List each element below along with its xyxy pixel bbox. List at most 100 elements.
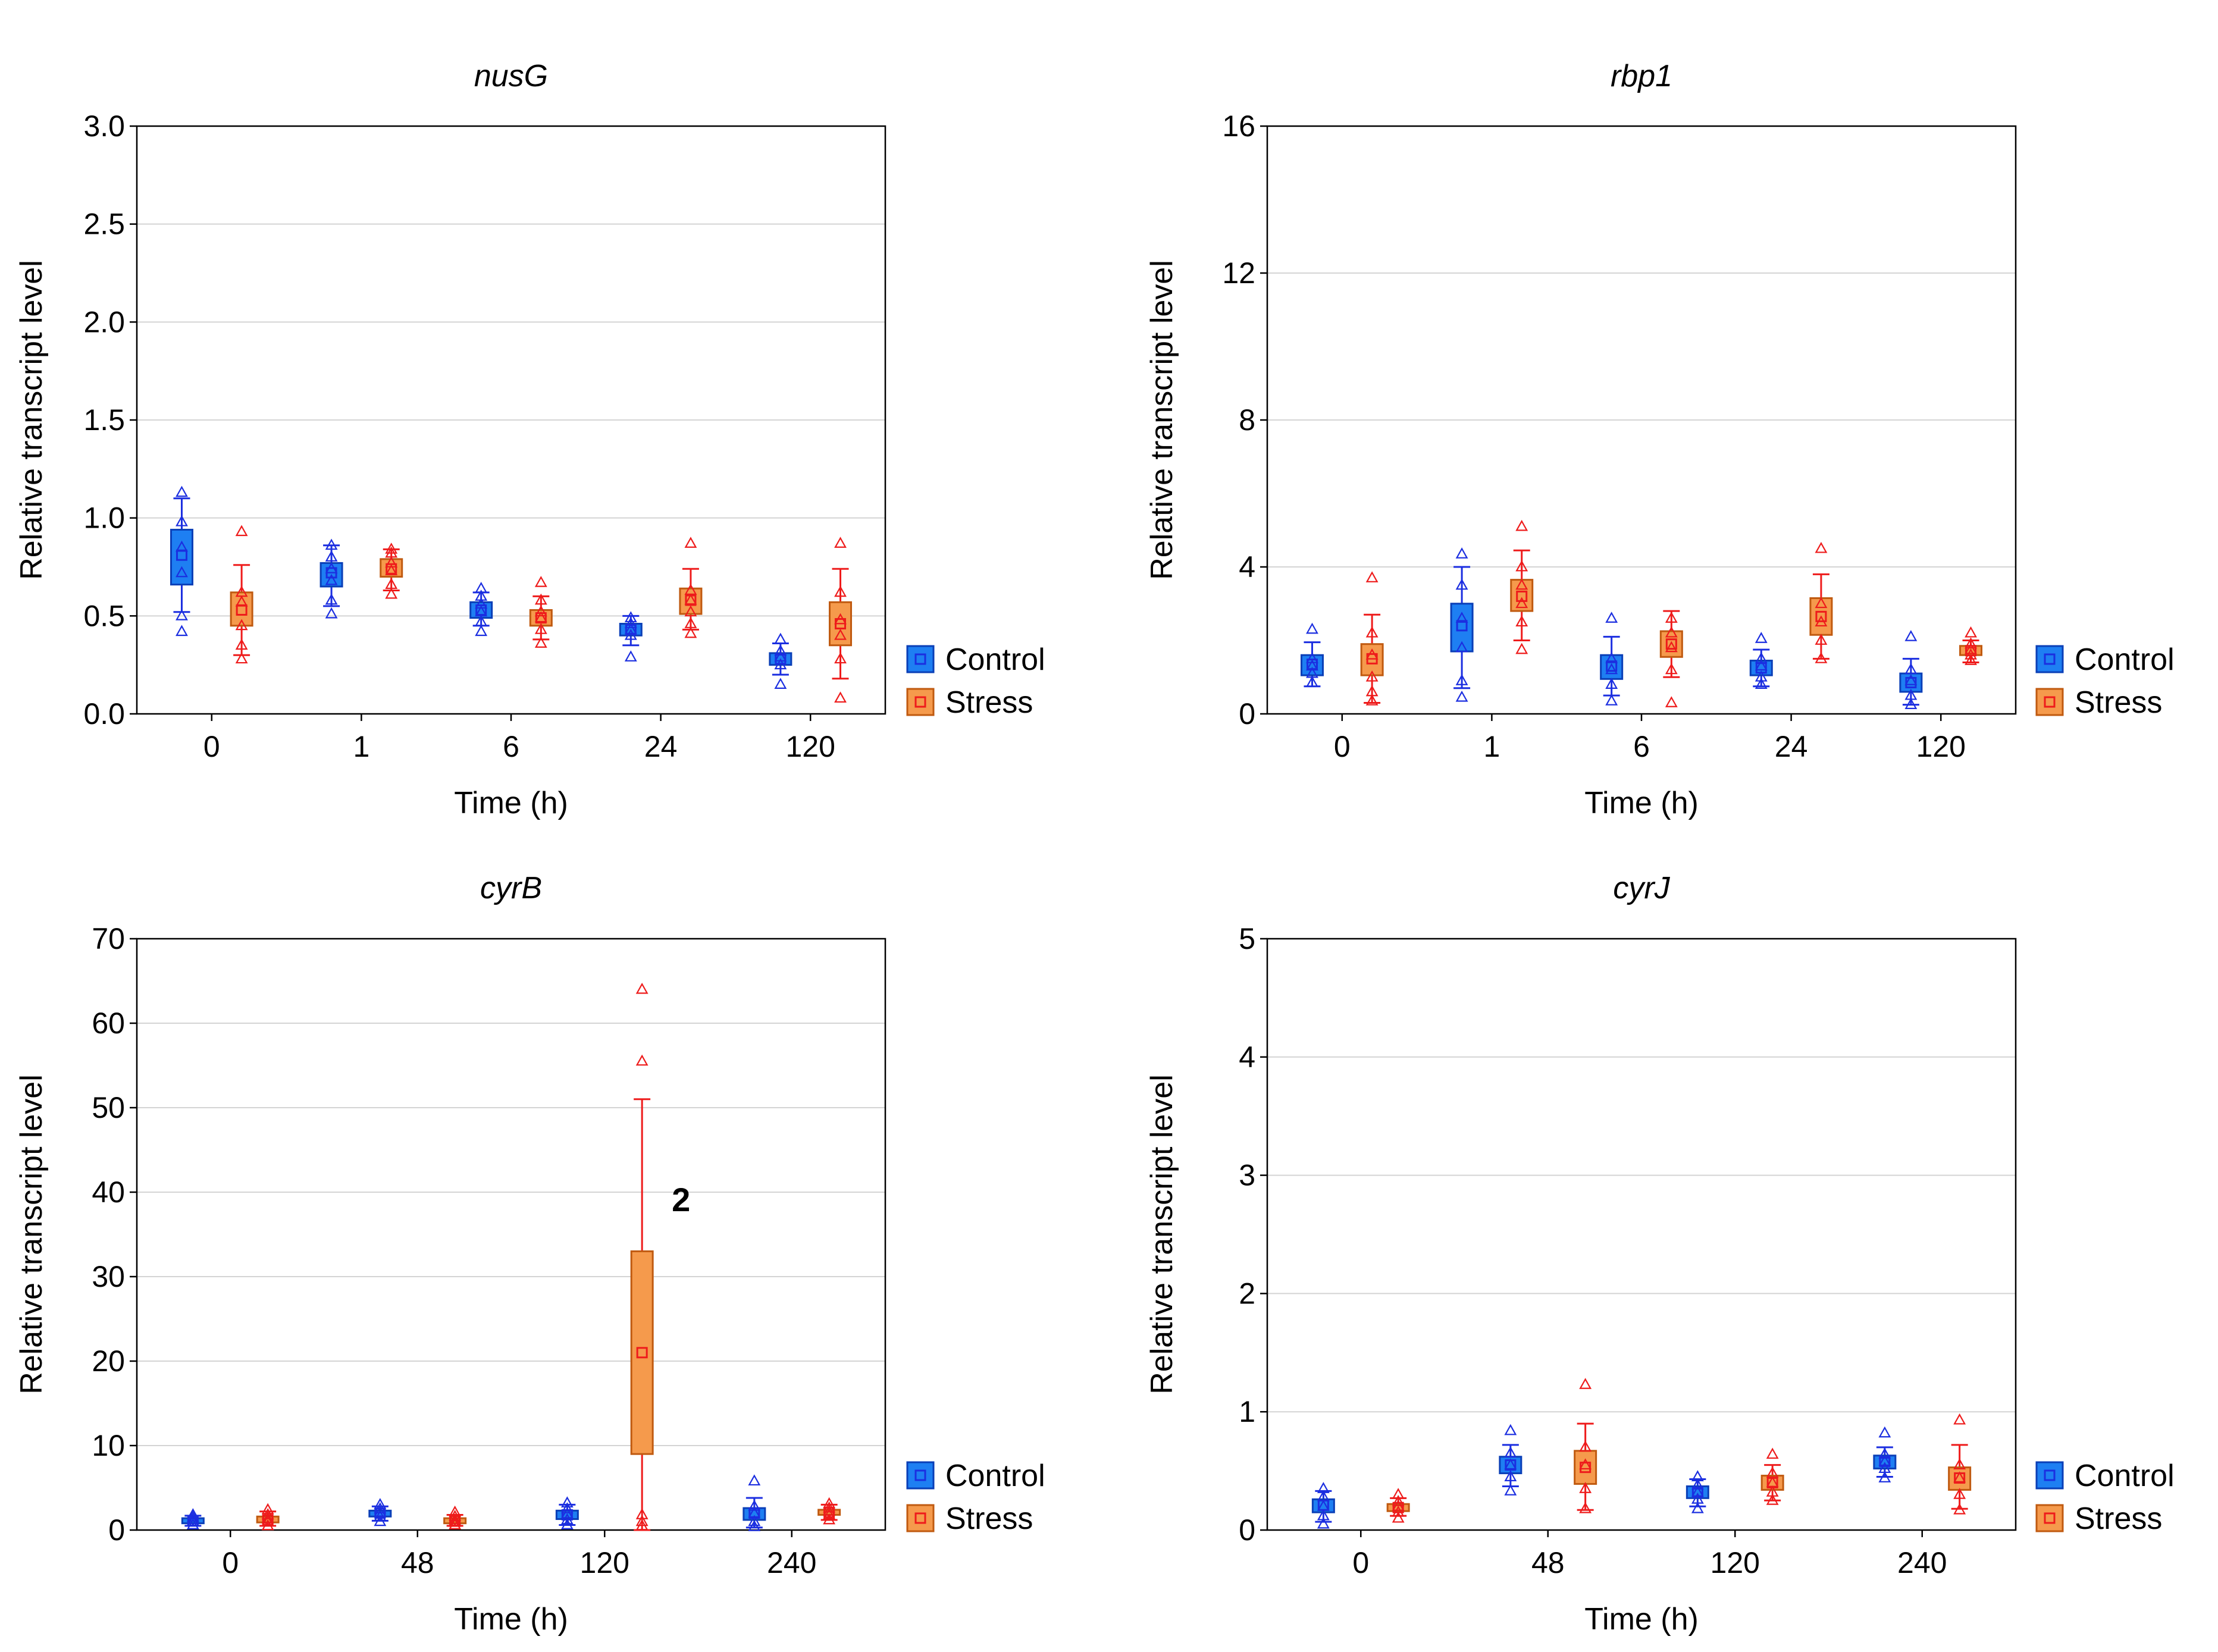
control-data-point	[475, 597, 488, 609]
stress-data-point	[534, 605, 547, 617]
y-tick-label: 2.0	[83, 305, 125, 338]
control-data-point	[1455, 578, 1468, 590]
stress-mean-marker	[1766, 1477, 1778, 1488]
control-box	[1450, 603, 1474, 653]
legend-label-stress: Stress	[945, 685, 1033, 720]
stress-data-point	[1515, 519, 1528, 531]
x-axis-label: Time (h)	[454, 786, 568, 820]
stress-data-point	[534, 611, 547, 623]
control-box-group	[1499, 1424, 1522, 1496]
stress-data-point	[1766, 1476, 1779, 1487]
control-mean-marker	[1317, 1499, 1329, 1511]
stress-data-point	[1965, 626, 1977, 638]
control-data-point	[1317, 1517, 1330, 1529]
legend-swatch-marker-control	[914, 653, 926, 665]
x-tick-label: 120	[785, 730, 835, 763]
stress-box-group	[443, 1505, 467, 1529]
control-data-point	[325, 593, 338, 605]
control-data-point	[774, 632, 787, 644]
control-mean-marker	[1606, 660, 1618, 672]
control-data-point	[1504, 1458, 1517, 1470]
stress-data-point	[1665, 626, 1678, 638]
legend: Control Stress	[906, 1459, 1045, 1536]
control-mean-marker	[187, 1515, 199, 1526]
stress-box	[679, 587, 703, 615]
stress-data-point	[834, 652, 847, 664]
stress-mean-marker	[636, 1347, 648, 1359]
legend-swatch-control	[906, 1461, 935, 1490]
legend-swatch-marker-control	[2044, 1469, 2056, 1481]
control-box-group	[1686, 1470, 1709, 1513]
control-data-point	[475, 590, 488, 601]
control-data-point	[186, 1508, 199, 1519]
stress-data-point	[1766, 1466, 1779, 1478]
control-data-point	[1306, 666, 1318, 678]
chart-cyrJ: 0 1 2 3 4 5 0 48 120 240 cyrJ Time (h) Relative tran…	[1145, 871, 2175, 1637]
control-box-group	[319, 538, 343, 619]
chart-title: rbp1	[1611, 59, 1672, 93]
control-data-point	[176, 485, 188, 497]
stress-data-point	[1579, 1458, 1592, 1470]
control-data-point	[774, 650, 787, 662]
stress-mean-marker	[1580, 1462, 1592, 1474]
stress-data-point	[534, 593, 547, 605]
control-data-point	[1306, 622, 1318, 634]
control-data-point	[624, 623, 637, 634]
stress-data-point	[1365, 685, 1379, 697]
y-tick-label: 40	[92, 1175, 125, 1209]
control-box	[1600, 654, 1624, 680]
x-axis-label: Time (h)	[454, 1602, 568, 1637]
control-data-point	[1904, 663, 1918, 675]
stress-data-point	[1365, 571, 1379, 582]
stress-data-point	[1815, 597, 1828, 609]
stress-data-point	[834, 691, 847, 703]
stress-mean-marker	[535, 612, 547, 624]
control-data-point	[325, 538, 338, 550]
stress-box-group	[679, 537, 703, 638]
control-data-point	[774, 678, 787, 689]
stress-mean-marker	[835, 618, 847, 630]
control-mean-marker	[176, 549, 187, 561]
y-tick-label: 1.5	[83, 403, 125, 437]
control-data-point	[1904, 698, 1918, 709]
stress-data-point	[823, 1504, 836, 1516]
control-data-point	[176, 609, 188, 620]
x-tick-label: 1	[1483, 730, 1500, 763]
y-tick-label: 2	[1239, 1277, 1255, 1310]
control-data-point	[475, 605, 488, 617]
stress-data-point	[1965, 648, 1977, 660]
legend: Control Stress	[906, 642, 1045, 720]
stress-mean-marker	[1965, 645, 1977, 657]
legend-swatch-marker-stress	[914, 696, 926, 708]
legend-swatch-control	[2035, 1461, 2064, 1490]
stress-data-point	[534, 623, 547, 634]
y-tick-label: 0.5	[83, 599, 125, 632]
stress-data-point	[1392, 1488, 1405, 1499]
control-mean-marker	[1691, 1486, 1703, 1498]
control-data-point	[1605, 678, 1618, 689]
control-data-point	[1878, 1454, 1891, 1466]
stress-mean-marker	[386, 563, 397, 575]
control-data-point	[1691, 1493, 1704, 1504]
stress-data-point	[1815, 634, 1828, 645]
x-tick-label: 6	[1633, 730, 1650, 763]
stress-data-point	[1515, 597, 1528, 609]
legend-swatch-control	[2035, 645, 2064, 673]
stress-data-point	[1815, 541, 1828, 553]
control-data-point	[325, 573, 338, 585]
stress-mean-marker	[823, 1506, 835, 1518]
stress-data-point	[1665, 663, 1678, 675]
control-data-point	[1691, 1478, 1704, 1490]
stress-data-point	[1815, 652, 1828, 663]
x-tick-label: 0	[1352, 1546, 1369, 1579]
legend-label-control: Control	[2075, 642, 2175, 677]
stress-data-point	[1392, 1495, 1405, 1506]
control-data-point	[1455, 641, 1468, 653]
legend-swatch-stress	[2035, 1504, 2064, 1532]
legend-swatch-marker-stress	[2044, 696, 2056, 708]
stress-box	[630, 1250, 654, 1455]
stress-data-point	[1665, 696, 1678, 707]
control-box	[170, 528, 193, 586]
stress-data-point	[684, 593, 697, 605]
